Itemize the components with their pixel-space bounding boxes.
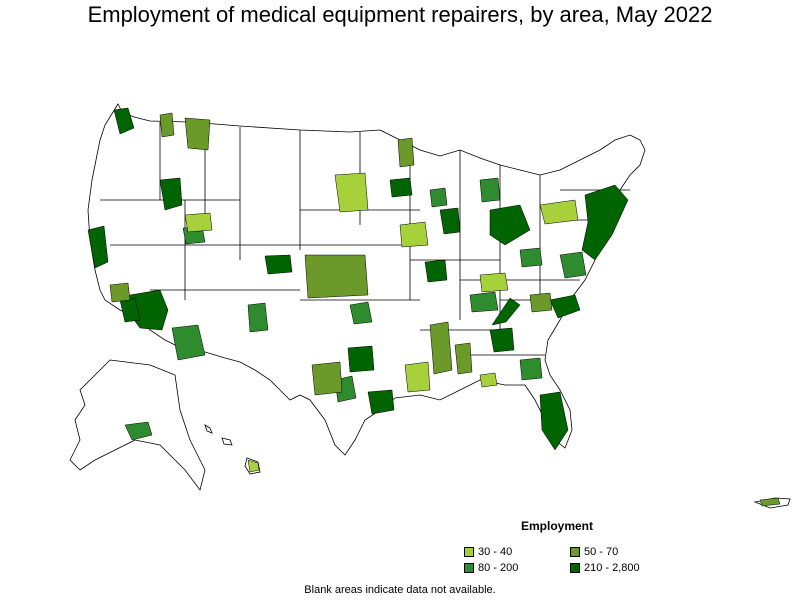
area-alaska-anchorage <box>124 421 153 441</box>
area-tucson <box>171 324 206 361</box>
area-houston <box>367 389 395 415</box>
area-kansas <box>304 254 369 299</box>
area-ohio-south <box>519 247 543 268</box>
area-tennessee <box>469 291 499 313</box>
area-carolina-inland <box>529 292 553 313</box>
footnote: Blank areas indicate data not available. <box>304 584 496 596</box>
area-pr <box>759 497 781 507</box>
area-iowa <box>399 221 429 248</box>
state-outlines <box>69 103 791 509</box>
legend-title: Employment <box>521 519 594 533</box>
area-denver <box>264 254 293 275</box>
area-wisconsin <box>429 187 448 208</box>
employment-areas <box>87 107 781 507</box>
area-ohio <box>489 204 531 246</box>
area-northeast <box>581 184 629 261</box>
map-title: Employment of medical equipment repairer… <box>87 2 713 27</box>
area-california <box>87 225 109 269</box>
area-idaho <box>159 112 175 138</box>
legend-item-80-200: 80 - 200 <box>464 562 518 574</box>
area-montana <box>184 117 211 151</box>
area-stlouis <box>424 259 448 283</box>
areas-80-200 <box>124 177 587 441</box>
area-carolina <box>549 294 581 319</box>
area-minneapolis <box>389 177 413 198</box>
areas-210-2800 <box>87 107 629 451</box>
area-wyoming <box>184 212 213 233</box>
area-dallas <box>347 345 375 373</box>
area-michigan <box>479 177 501 203</box>
area-florida <box>539 391 569 451</box>
area-seattle <box>113 107 135 135</box>
legend-label: 30 - 40 <box>478 546 513 558</box>
legend-item-30-40: 30 - 40 <box>464 546 512 558</box>
area-pennsylvania <box>539 199 579 225</box>
area-mississippi <box>429 321 453 375</box>
area-north-dakota <box>397 137 415 168</box>
area-virginia <box>559 251 587 279</box>
legend-item-50-70: 50 - 70 <box>570 546 618 558</box>
legend-label: 80 - 200 <box>478 562 519 574</box>
legend-label: 210 - 2,800 <box>584 562 640 574</box>
legend-swatch <box>464 563 474 573</box>
legend-swatch <box>570 563 580 573</box>
legend-label: 50 - 70 <box>584 546 619 558</box>
legend-item-210-2800: 210 - 2,800 <box>570 562 640 574</box>
area-kentucky <box>479 272 509 293</box>
legend-swatch <box>464 547 474 557</box>
area-alabama <box>454 342 473 375</box>
area-nashville <box>491 297 521 326</box>
areas-50-70 <box>109 112 781 507</box>
area-texas-west <box>311 361 343 396</box>
area-albuquerque <box>247 302 269 333</box>
hawaii-outline <box>204 424 261 475</box>
area-hawaii-big <box>247 459 260 473</box>
area-georgia-south <box>519 357 543 381</box>
area-georgia-east <box>479 372 498 388</box>
area-oklahoma <box>349 301 373 325</box>
area-chicago <box>439 207 461 235</box>
area-salt-lake <box>159 177 183 211</box>
area-atlanta <box>489 327 515 353</box>
area-california-central <box>109 282 131 303</box>
area-louisiana <box>404 361 431 393</box>
legend-swatch <box>570 547 580 557</box>
areas-30-40 <box>184 172 579 473</box>
area-south-dakota <box>334 172 369 213</box>
